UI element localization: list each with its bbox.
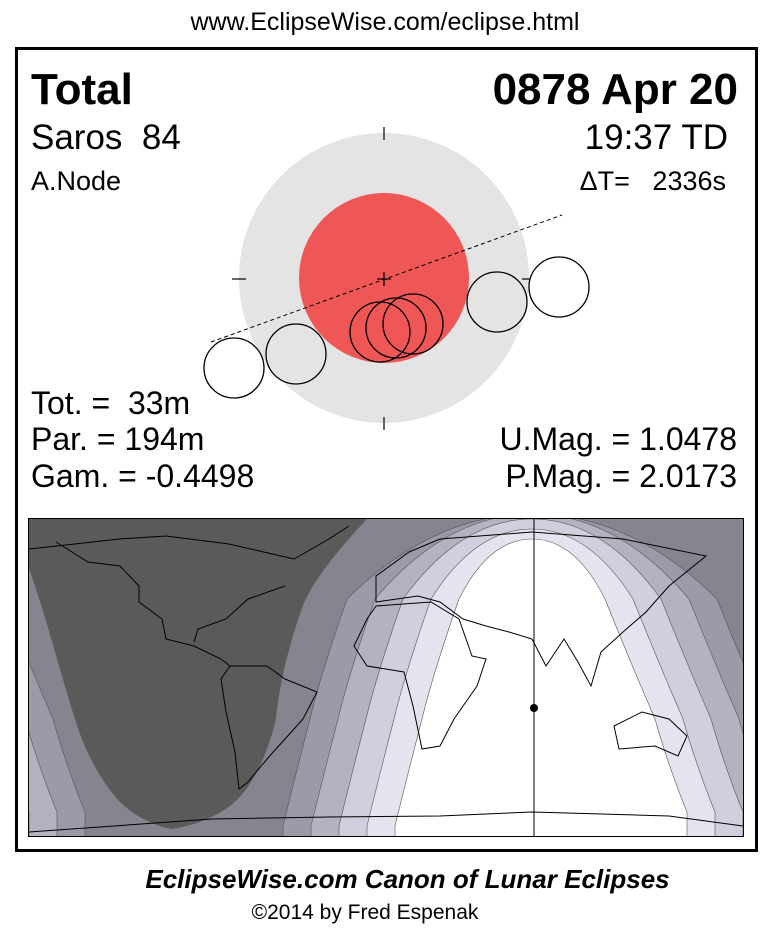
eurasia-coast (375, 531, 708, 688)
eclipse-date: 0878 Apr 20 (492, 65, 738, 114)
antarctica-coast (29, 811, 743, 833)
eclipse-geometry-diagram (203, 127, 590, 430)
moon-u1 (265, 323, 327, 385)
australia-coast (613, 711, 688, 757)
site-url[interactable]: www.EclipseWise.com/eclipse.html (190, 8, 580, 36)
eclipse-time: 19:37 TD (584, 118, 728, 157)
visibility-map (28, 518, 744, 837)
gamma: Gam. = -0.4498 (31, 458, 255, 494)
umbral-magnitude: U.Mag. = 1.0478 (499, 421, 737, 457)
africa-coast (353, 601, 487, 750)
visibility-band-0 (394, 538, 688, 836)
south-america-coast (220, 665, 318, 790)
moon-positions (203, 256, 590, 399)
moon-path-line (210, 214, 563, 343)
eclipse-type: Total (31, 65, 133, 114)
canada-arctic-coast (29, 525, 350, 560)
night-region (29, 519, 367, 829)
eclipse-frame (15, 47, 758, 852)
moon-p4 (528, 256, 590, 318)
visibility-band-3 (29, 731, 58, 836)
visibility-band-2 (29, 811, 30, 836)
north-america-east-coast (193, 585, 286, 643)
greatest-eclipse-point (530, 704, 538, 712)
north-america-coast (55, 541, 231, 667)
delta-t: ΔT= 2336s (579, 166, 726, 196)
moon-u3 (382, 293, 444, 355)
footer-title: EclipseWise.com Canon of Lunar Eclipses (145, 864, 670, 894)
node-label: A.Node (31, 166, 122, 196)
saros-number: Saros 84 (31, 118, 181, 157)
moon-greatest (365, 297, 427, 359)
moon-u4 (466, 271, 528, 333)
penumbral-magnitude: P.Mag. = 2.0173 (505, 458, 737, 494)
totality-duration: Tot. = 33m (31, 385, 191, 421)
footer-copyright: ©2014 by Fred Espenak (251, 901, 479, 924)
coastlines (29, 525, 743, 833)
partial-duration: Par. = 194m (31, 421, 205, 457)
moon-p1 (203, 337, 265, 399)
